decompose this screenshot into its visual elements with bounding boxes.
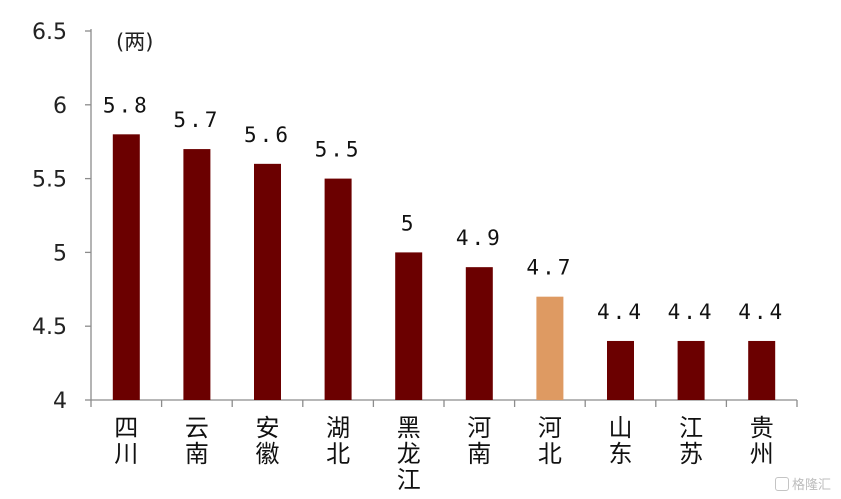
bar [324, 178, 352, 400]
data-label: 4.7 [526, 256, 573, 280]
data-label: 5.6 [244, 123, 291, 147]
category-label: 河南 [467, 414, 491, 468]
x-axis [90, 399, 798, 407]
data-labels: 5.8 5.7 5.6 5.5 5 4.9 4.7 4.4 4.4 4.4 [103, 93, 785, 324]
bar [183, 149, 211, 400]
bar [395, 252, 423, 400]
bar [536, 296, 564, 400]
category-label: 云南 [185, 414, 209, 468]
category-label: 黑龙江 [397, 414, 421, 494]
bar [465, 267, 493, 400]
bar [677, 340, 705, 400]
y-tick-label: 6.5 [32, 20, 67, 45]
category-label: 四川 [114, 414, 138, 468]
bar-series [112, 134, 776, 400]
bar [607, 340, 634, 400]
y-tick-label: 5.5 [32, 168, 67, 193]
category-label: 河北 [538, 414, 562, 468]
y-tick-label: 4.5 [32, 315, 67, 340]
data-label: 4.4 [668, 300, 715, 324]
category-label: 贵州 [750, 414, 774, 468]
data-label: 4.4 [738, 300, 785, 324]
y-tick-label: 4 [53, 389, 67, 414]
category-label: 湖北 [326, 414, 350, 468]
category-label: 安徽 [256, 414, 280, 468]
bar [748, 340, 776, 400]
bar [254, 163, 281, 400]
watermark-logo-icon [774, 476, 789, 491]
watermark-text: 格隆汇 [791, 478, 831, 493]
unit-label: (两) [116, 30, 153, 54]
category-label: 山东 [609, 414, 633, 468]
watermark: 格隆汇 [774, 474, 831, 493]
y-tick-label: 5 [53, 241, 67, 266]
data-label: 5.5 [315, 138, 362, 162]
data-label: 4.4 [597, 300, 644, 324]
y-axis: 4 4.5 5 5.5 6 6.5 [32, 20, 92, 414]
category-label: 江苏 [679, 414, 703, 468]
data-label: 5.7 [173, 108, 220, 132]
data-label: 4.9 [456, 226, 503, 250]
bar [112, 134, 140, 400]
data-label: 5.8 [103, 93, 150, 117]
data-label: 5 [401, 211, 417, 235]
y-tick-label: 6 [53, 94, 67, 119]
